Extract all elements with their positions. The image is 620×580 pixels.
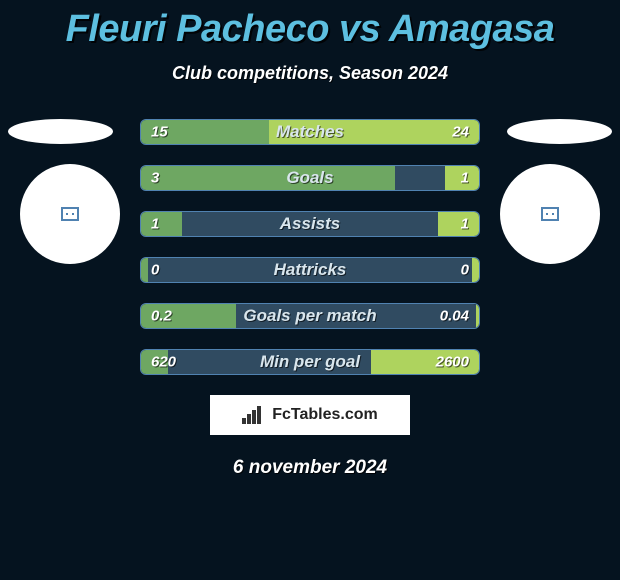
stat-row: 620 2600 Min per goal — [140, 349, 480, 375]
stat-row: 1 1 Assists — [140, 211, 480, 237]
stat-value-right: 2600 — [436, 354, 469, 371]
page-title: Fleuri Pacheco vs Amagasa — [0, 0, 620, 51]
placeholder-badge-icon — [61, 207, 79, 221]
content-area: 15 24 Matches 3 1 Goals 1 1 Assists 0 0 Hattricks 0.… — [0, 119, 620, 479]
stat-label: Assists — [280, 214, 340, 234]
stat-label: Hattricks — [274, 260, 347, 280]
stat-row: 15 24 Matches — [140, 119, 480, 145]
right-team-ellipse — [507, 119, 612, 144]
stat-label: Goals per match — [243, 306, 376, 326]
stat-label: Min per goal — [260, 352, 360, 372]
right-player-avatar — [500, 164, 600, 264]
page-subtitle: Club competitions, Season 2024 — [0, 63, 620, 84]
stat-value-left: 1 — [151, 216, 159, 233]
stat-value-right: 1 — [461, 216, 469, 233]
stat-row: 3 1 Goals — [140, 165, 480, 191]
stat-row: 0.2 0.04 Goals per match — [140, 303, 480, 329]
stat-row: 0 0 Hattricks — [140, 257, 480, 283]
stat-value-left: 0.2 — [151, 308, 172, 325]
stat-label: Matches — [276, 122, 344, 142]
source-logo: FcTables.com — [210, 395, 410, 435]
stat-value-left: 3 — [151, 170, 159, 187]
stat-label: Goals — [286, 168, 333, 188]
stat-value-right: 0.04 — [440, 308, 469, 325]
stats-bars: 15 24 Matches 3 1 Goals 1 1 Assists 0 0 Hattricks 0.… — [140, 119, 480, 375]
source-logo-text: FcTables.com — [272, 406, 378, 424]
stat-value-right: 0 — [461, 262, 469, 279]
stat-value-left: 620 — [151, 354, 176, 371]
fctables-icon — [242, 406, 266, 424]
stat-value-right: 24 — [452, 124, 469, 141]
snapshot-date: 6 november 2024 — [0, 457, 620, 479]
stat-value-left: 0 — [151, 262, 159, 279]
left-player-avatar — [20, 164, 120, 264]
stat-value-left: 15 — [151, 124, 168, 141]
stat-value-right: 1 — [461, 170, 469, 187]
placeholder-badge-icon — [541, 207, 559, 221]
left-team-ellipse — [8, 119, 113, 144]
